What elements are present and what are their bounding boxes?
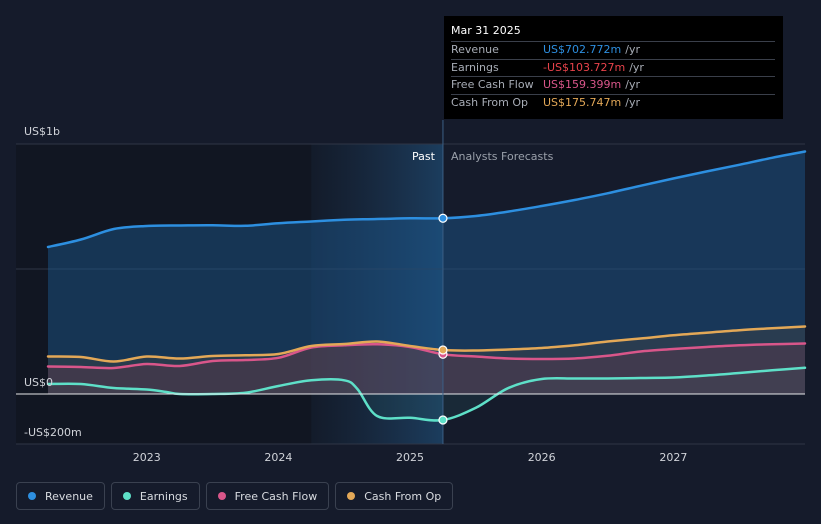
cash-from-op-area bbox=[48, 326, 805, 394]
tooltip-row-revenue: Revenue US$702.772m /yr bbox=[451, 41, 775, 59]
y-label-zero: US$0 bbox=[24, 376, 53, 389]
revenue-highlight-point bbox=[438, 213, 448, 223]
tooltip-unit: /yr bbox=[629, 60, 644, 74]
tooltip-row-earnings: Earnings -US$103.727m /yr bbox=[451, 58, 775, 77]
cash-from-op-line bbox=[46, 325, 807, 363]
tooltip-date: Mar 31 2025 bbox=[451, 24, 521, 37]
legend-dot-icon bbox=[347, 492, 356, 500]
tooltip-unit: /yr bbox=[625, 43, 640, 56]
y-label-top: US$1b bbox=[24, 125, 60, 138]
legend-dot-icon bbox=[28, 492, 36, 500]
earnings-line bbox=[46, 366, 807, 422]
legend-label: Cash From Op bbox=[364, 489, 442, 503]
past-label: Past bbox=[412, 150, 436, 163]
revenue-line bbox=[46, 150, 807, 249]
legend-item-free-cash-flow[interactable]: Free Cash Flow bbox=[205, 482, 330, 510]
x-tick-label: 2027 bbox=[659, 451, 687, 464]
legend-item-revenue[interactable]: Revenue bbox=[16, 482, 105, 510]
tooltip-unit: /yr bbox=[625, 95, 640, 109]
tooltip-row-cash-from-op: Cash From Op US$175.747m /yr bbox=[451, 93, 775, 112]
legend-item-earnings[interactable]: Earnings bbox=[110, 482, 200, 510]
legend-dot-icon bbox=[217, 492, 226, 500]
free-cash-flow-line bbox=[46, 342, 807, 370]
forecast-label: Analysts Forecasts bbox=[451, 150, 554, 163]
revenue-area bbox=[48, 151, 805, 394]
legend-item-cash-from-op[interactable]: Cash From Op bbox=[335, 482, 454, 510]
tooltip-label: Cash From Op bbox=[451, 95, 529, 109]
legend-label: Free Cash Flow bbox=[234, 489, 318, 503]
x-tick-label: 2025 bbox=[396, 451, 424, 464]
x-tick-label: 2026 bbox=[528, 451, 556, 464]
x-tick-label: 2023 bbox=[133, 451, 161, 464]
tooltip-value: -US$103.727m bbox=[543, 60, 626, 74]
free-cash-flow-area bbox=[48, 343, 805, 394]
tooltip-label: Revenue bbox=[451, 43, 499, 56]
tooltip-value: US$702.772m bbox=[543, 43, 622, 56]
x-tick-label: 2024 bbox=[264, 451, 292, 464]
earnings-highlight-point bbox=[438, 415, 448, 425]
legend-dot-icon bbox=[122, 492, 131, 500]
tooltip-value: US$159.399m bbox=[543, 78, 622, 91]
tooltip-row-free-cash-flow: Free Cash Flow US$159.399m /yr bbox=[451, 76, 775, 94]
y-label-bottom: -US$200m bbox=[24, 426, 82, 439]
tooltip-unit: /yr bbox=[625, 78, 640, 91]
tooltip-label: Free Cash Flow bbox=[451, 78, 534, 91]
tooltip-label: Earnings bbox=[451, 60, 499, 74]
legend-label: Revenue bbox=[45, 489, 93, 503]
tooltip-value: US$175.747m bbox=[543, 95, 622, 109]
cash-from-op-highlight-point bbox=[438, 345, 448, 355]
tooltip: Mar 31 2025 Revenue US$702.772m /yr Earn… bbox=[444, 16, 783, 119]
legend-label: Earnings bbox=[139, 489, 188, 503]
legend: Revenue Earnings Free Cash Flow Cash Fro… bbox=[16, 482, 454, 510]
